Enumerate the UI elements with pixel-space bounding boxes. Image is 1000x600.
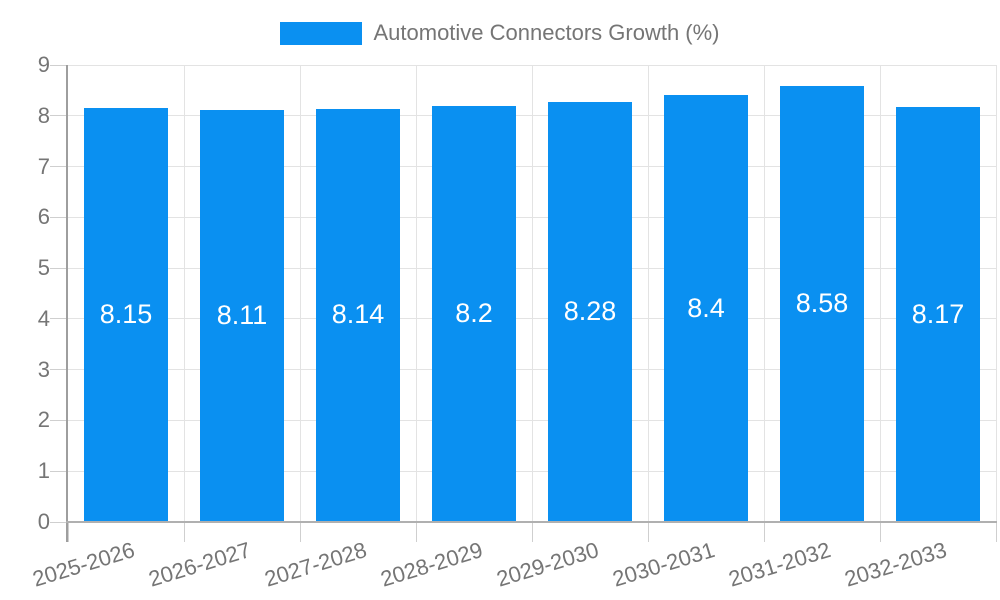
y-axis-label: 8 (37, 102, 50, 128)
bar: 8.58 (780, 86, 864, 522)
y-tick-mark (50, 216, 68, 218)
bar-value-label: 8.2 (455, 297, 493, 328)
y-axis-label: 0 (37, 509, 50, 534)
x-tick-mark (67, 522, 69, 542)
x-axis-line (66, 521, 997, 523)
y-tick-mark (50, 318, 68, 320)
x-tick-mark (647, 522, 649, 542)
bar-value-label: 8.17 (911, 298, 965, 329)
chart-legend[interactable]: Automotive Connectors Growth (%) (0, 20, 1000, 46)
x-tick-mark (415, 522, 417, 542)
y-axis-label: 5 (37, 255, 50, 281)
v-gridline (299, 65, 301, 522)
x-tick-mark (763, 522, 765, 542)
legend-label: Automotive Connectors Growth (%) (373, 20, 720, 45)
bar: 8.28 (548, 101, 632, 522)
y-tick-mark (50, 521, 68, 523)
v-gridline (415, 65, 417, 522)
x-axis-label: 2026-2027 (145, 537, 254, 592)
y-axis-label: 2 (37, 407, 50, 433)
x-axis-label: 2028-2029 (377, 537, 486, 592)
y-tick-mark (50, 64, 68, 66)
y-axis-line (66, 65, 68, 542)
v-gridline (531, 65, 533, 522)
bar-value-label: 8.14 (331, 299, 385, 330)
y-axis-label: 6 (37, 204, 50, 230)
x-axis-label: 2027-2028 (261, 537, 370, 592)
legend-color-swatch (280, 21, 363, 45)
x-axis-label: 2029-2030 (493, 537, 602, 592)
bar: 8.14 (316, 108, 400, 522)
y-tick-mark (50, 166, 68, 168)
x-axis-label: 2032-2033 (841, 537, 950, 592)
bar-value-label: 8.15 (99, 298, 153, 329)
y-tick-mark (50, 267, 68, 269)
bar: 8.11 (200, 110, 284, 522)
y-tick-mark (50, 470, 68, 472)
bar-value-label: 8.58 (795, 288, 849, 319)
bar-value-label: 8.28 (563, 295, 617, 326)
bar: 8.4 (664, 95, 748, 522)
bar: 8.2 (432, 105, 516, 522)
bar: 8.17 (896, 107, 980, 522)
x-tick-mark (995, 522, 997, 542)
x-tick-mark (879, 522, 881, 542)
bar-value-label: 8.4 (687, 292, 725, 323)
x-tick-mark (183, 522, 185, 542)
v-gridline (763, 65, 765, 522)
y-axis-label: 9 (37, 52, 50, 77)
plot-area: 0 1 2 3 4 5 6 7 8 9 8.15 8.11 8.14 8.2 8.28 8.4 8.58 8.17… (29, 52, 997, 592)
y-axis-label: 1 (37, 458, 50, 484)
y-tick-mark (50, 419, 68, 421)
y-axis-label: 4 (37, 305, 50, 331)
x-axis-label: 2030-2031 (609, 537, 718, 592)
y-tick-mark (50, 115, 68, 117)
bar: 8.15 (84, 108, 168, 522)
y-tick-mark (50, 369, 68, 371)
v-gridline (995, 65, 997, 522)
x-axis-label: 2031-2032 (725, 537, 834, 592)
x-tick-mark (299, 522, 301, 542)
y-axis-label: 7 (37, 153, 50, 179)
x-tick-mark (531, 522, 533, 542)
y-axis-label: 3 (37, 356, 50, 382)
v-gridline (647, 65, 649, 522)
v-gridline (183, 65, 185, 522)
x-axis-label: 2025-2026 (29, 537, 138, 592)
v-gridline (879, 65, 881, 522)
bar-value-label: 8.11 (216, 299, 268, 330)
